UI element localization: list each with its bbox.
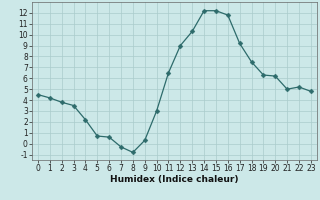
- X-axis label: Humidex (Indice chaleur): Humidex (Indice chaleur): [110, 175, 239, 184]
